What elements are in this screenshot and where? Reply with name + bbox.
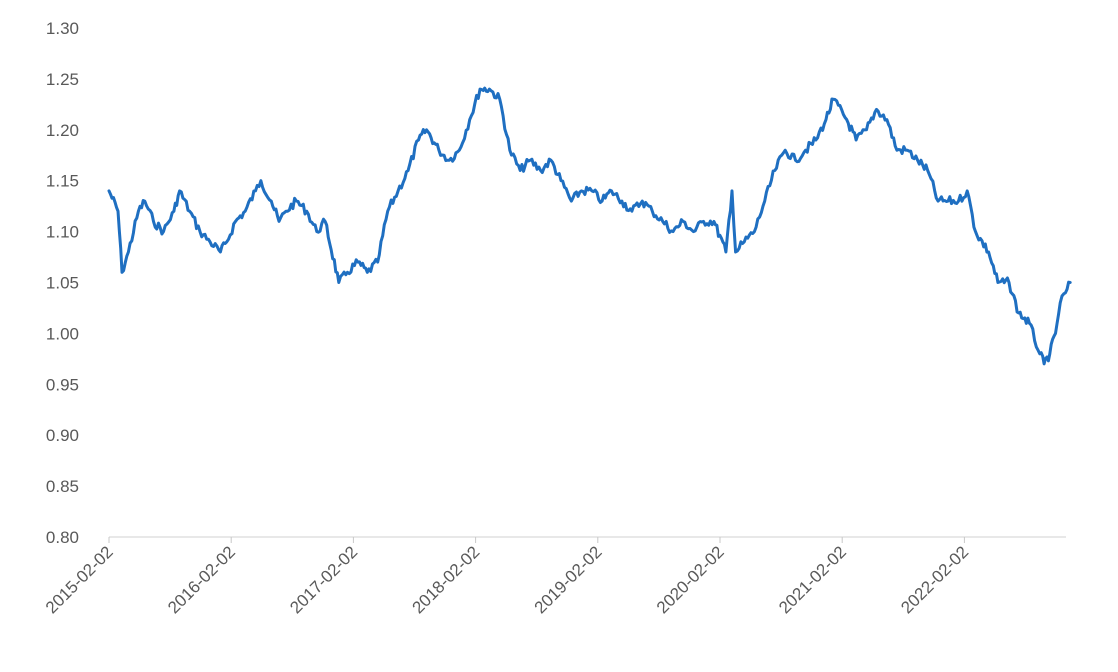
y-tick-label: 1.00 (46, 324, 79, 343)
x-tick-label: 2022-02-02 (897, 542, 972, 617)
x-tick-label: 2016-02-02 (164, 542, 239, 617)
x-tick-label: 2018-02-02 (408, 542, 483, 617)
x-tick-label: 2021-02-02 (775, 542, 850, 617)
y-tick-label: 1.10 (46, 223, 79, 242)
x-tick-label: 2017-02-02 (286, 542, 361, 617)
y-axis: 0.80 0.85 0.90 0.95 1.00 1.05 1.10 1.15 1.20 1.25… (46, 19, 79, 547)
y-tick-label: 0.80 (46, 528, 79, 547)
x-tick-label: 2015-02-02 (42, 542, 117, 617)
y-tick-label: 1.30 (46, 19, 79, 38)
y-tick-label: 1.05 (46, 274, 79, 293)
series-line (107, 86, 1072, 366)
x-tick-label: 2019-02-02 (531, 542, 606, 617)
y-tick-label: 1.25 (46, 70, 79, 89)
y-tick-label: 0.85 (46, 477, 79, 496)
x-axis: 2015-02-02 2016-02-02 2017-02-02 2018-02-02… (42, 536, 1066, 617)
y-tick-label: 0.90 (46, 426, 79, 445)
y-tick-label: 1.20 (46, 121, 79, 140)
x-tick-label: 2020-02-02 (653, 542, 728, 617)
y-tick-label: 1.15 (46, 172, 79, 191)
y-tick-label: 0.95 (46, 375, 79, 394)
series-layer (107, 86, 1072, 366)
